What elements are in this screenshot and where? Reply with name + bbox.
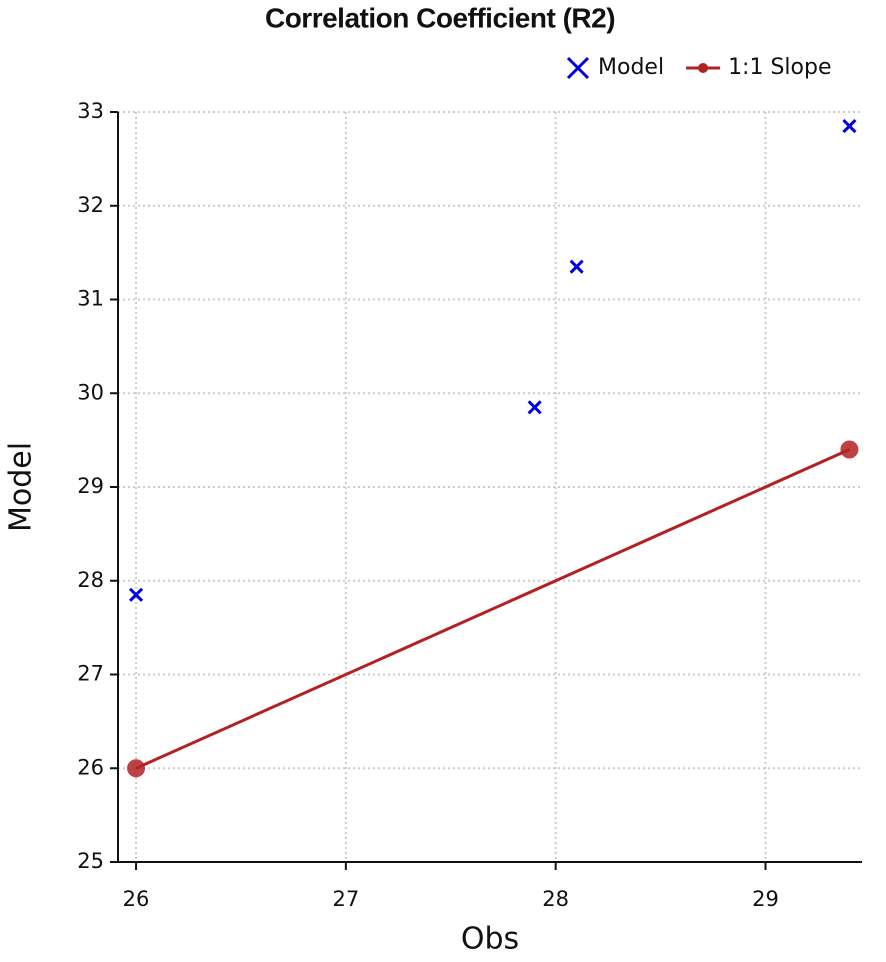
x-tick-label: 28 (542, 887, 569, 911)
legend-label: Model (598, 55, 664, 80)
x-tick-label: 27 (332, 887, 359, 911)
x-tick-label: 29 (752, 887, 779, 911)
point (840, 440, 859, 459)
y-tick-label: 32 (77, 193, 104, 217)
y-tick-label: 33 (77, 99, 104, 123)
legend-label: 1:1 Slope (728, 55, 831, 80)
x-tick-label: 26 (123, 887, 150, 911)
y-tick-label: 26 (77, 755, 104, 779)
x-marker (566, 56, 590, 80)
y-axis-label: Model (4, 442, 39, 532)
x-axis-label: Obs (461, 922, 519, 957)
line (135, 448, 851, 770)
x-marker (128, 587, 144, 602)
x-marker (527, 400, 542, 415)
x-marker (569, 259, 584, 274)
point (127, 759, 146, 778)
legend-point (698, 63, 709, 73)
y-tick-label: 27 (77, 662, 104, 686)
y-tick-label: 25 (77, 849, 104, 873)
y-tick-label: 31 (77, 287, 104, 311)
y-tick-label: 29 (77, 474, 104, 498)
chart-title: Correlation Coefficient (R2) (265, 2, 615, 33)
x-marker (842, 119, 857, 134)
y-tick-label: 30 (77, 380, 104, 404)
y-tick-label: 28 (77, 568, 104, 592)
